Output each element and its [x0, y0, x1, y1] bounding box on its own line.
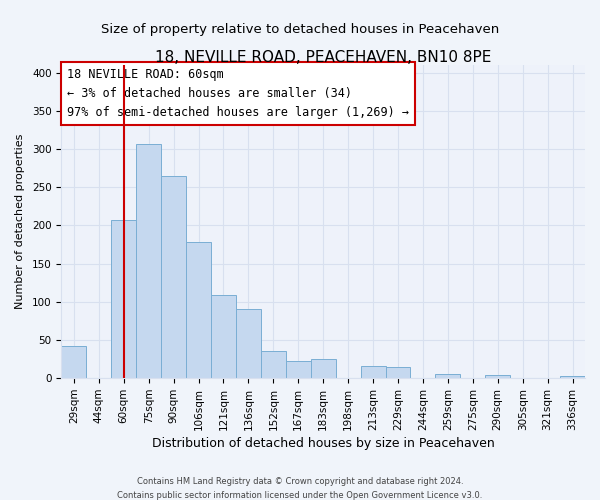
Bar: [436, 374, 460, 378]
Bar: [361, 366, 386, 378]
Title: 18, NEVILLE ROAD, PEACEHAVEN, BN10 8PE: 18, NEVILLE ROAD, PEACEHAVEN, BN10 8PE: [155, 50, 491, 65]
Bar: [61, 346, 86, 378]
Y-axis label: Number of detached properties: Number of detached properties: [15, 134, 25, 310]
Bar: [311, 359, 335, 378]
Bar: [386, 366, 410, 378]
Bar: [286, 360, 311, 378]
Text: Size of property relative to detached houses in Peacehaven: Size of property relative to detached ho…: [101, 22, 499, 36]
Bar: [236, 308, 261, 378]
Bar: [136, 144, 161, 378]
Bar: [560, 376, 585, 378]
Bar: [186, 242, 211, 378]
Bar: [111, 220, 136, 378]
Text: 18 NEVILLE ROAD: 60sqm
← 3% of detached houses are smaller (34)
97% of semi-deta: 18 NEVILLE ROAD: 60sqm ← 3% of detached …: [67, 68, 409, 119]
Bar: [261, 352, 286, 378]
Bar: [211, 295, 236, 378]
X-axis label: Distribution of detached houses by size in Peacehaven: Distribution of detached houses by size …: [152, 437, 494, 450]
Bar: [161, 176, 186, 378]
Text: Contains HM Land Registry data © Crown copyright and database right 2024.
Contai: Contains HM Land Registry data © Crown c…: [118, 478, 482, 500]
Bar: [485, 375, 510, 378]
